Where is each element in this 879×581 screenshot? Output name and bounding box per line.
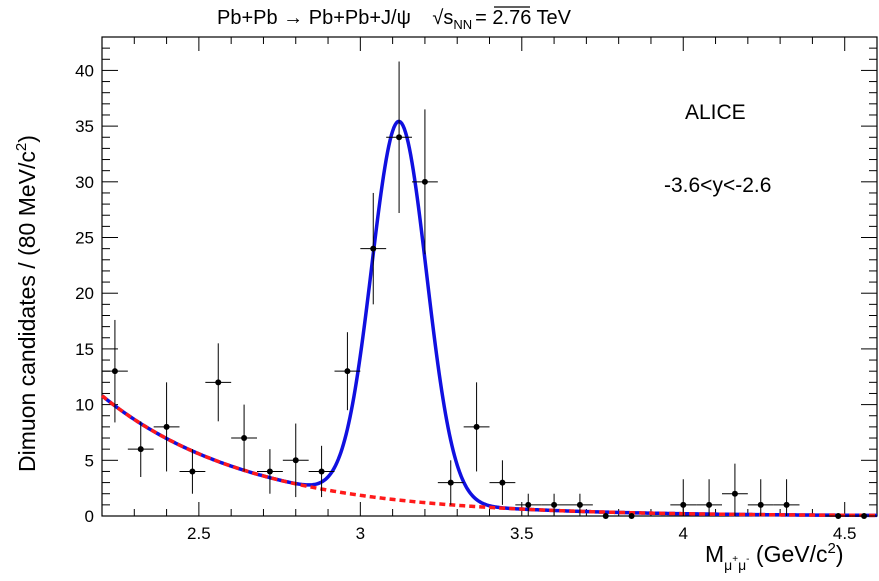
point-marker (525, 501, 532, 508)
point-marker (370, 245, 377, 252)
y-tick-label: 30 (75, 173, 94, 192)
chart-title: Pb+Pb → Pb+Pb+J/ψ √sNN = 2.76 TeV (217, 7, 572, 32)
y-tick-label: 35 (75, 117, 94, 136)
fit-curves (100, 119, 878, 518)
point-marker (215, 379, 222, 386)
x-tick-label: 4 (679, 524, 688, 543)
point-marker (421, 178, 428, 185)
x-tick-label: 3 (356, 524, 365, 543)
y-tick-label: 25 (75, 229, 94, 248)
point-marker (137, 446, 144, 453)
point-marker (318, 468, 325, 475)
data-point (696, 479, 722, 516)
experiment-label: ALICE (685, 101, 746, 124)
data-point (515, 493, 542, 516)
point-marker (396, 134, 403, 141)
data-point (334, 332, 361, 411)
background-fit-curve (100, 394, 878, 518)
point-marker (757, 501, 764, 508)
x-tick-label: 2.5 (187, 524, 211, 543)
point-marker (680, 501, 687, 508)
data-point (308, 445, 335, 498)
point-marker (473, 423, 480, 430)
data-point (747, 479, 774, 516)
data-point (851, 513, 877, 519)
x-axis-label: Mμ+μ- (GeV/c2) (705, 540, 844, 573)
point-marker (861, 513, 868, 519)
data-point (489, 460, 516, 505)
data-point (722, 463, 748, 516)
data-point (282, 423, 309, 498)
point-marker (706, 501, 713, 508)
point-marker (835, 513, 842, 519)
y-axis-label: Dimuon candidates / (80 MeV/c2) (13, 135, 40, 472)
data-point (437, 460, 464, 505)
point-marker (783, 501, 790, 508)
y-tick-label: 40 (75, 61, 94, 80)
point-marker (292, 457, 299, 464)
point-marker (628, 513, 635, 519)
point-marker (499, 479, 506, 486)
y-tick-label: 15 (75, 340, 94, 359)
y-tick-label: 20 (75, 284, 94, 303)
rapidity-label: -3.6<y<-2.6 (664, 174, 771, 197)
data-point (102, 319, 128, 423)
point-marker (111, 368, 118, 375)
data-point (825, 513, 852, 519)
data-point (463, 382, 490, 472)
axes: 2.5 3 3.5 4 4.5 0 5 10 15 20 25 30 35 40 (75, 36, 878, 543)
data-point (179, 449, 206, 494)
x-tick-label: 4.5 (833, 524, 857, 543)
data-point (773, 479, 800, 516)
data-point (412, 109, 438, 255)
y-tick-label: 5 (85, 451, 94, 470)
data-point (670, 479, 697, 516)
data-point (386, 61, 412, 214)
x-tick-label: 3.5 (510, 524, 534, 543)
data-point (541, 493, 567, 516)
data-point (205, 343, 232, 422)
point-marker (576, 501, 583, 508)
point-marker (551, 501, 558, 508)
data-point (567, 493, 593, 516)
data-point (360, 192, 387, 305)
point-marker (163, 423, 170, 430)
point-marker (602, 513, 609, 519)
data-point (592, 513, 619, 519)
data-points (102, 61, 877, 519)
point-marker (344, 368, 351, 375)
plot-frame (101, 36, 878, 517)
y-tick-label: 10 (75, 396, 94, 415)
point-marker (731, 490, 738, 497)
data-point (153, 382, 180, 472)
point-marker (266, 468, 273, 475)
point-marker (189, 468, 196, 475)
point-marker (447, 479, 454, 486)
data-point (257, 449, 283, 494)
point-marker (241, 435, 248, 442)
y-tick-label: 0 (85, 507, 94, 526)
data-point (231, 404, 257, 472)
data-point (127, 421, 154, 478)
data-point (618, 513, 645, 519)
